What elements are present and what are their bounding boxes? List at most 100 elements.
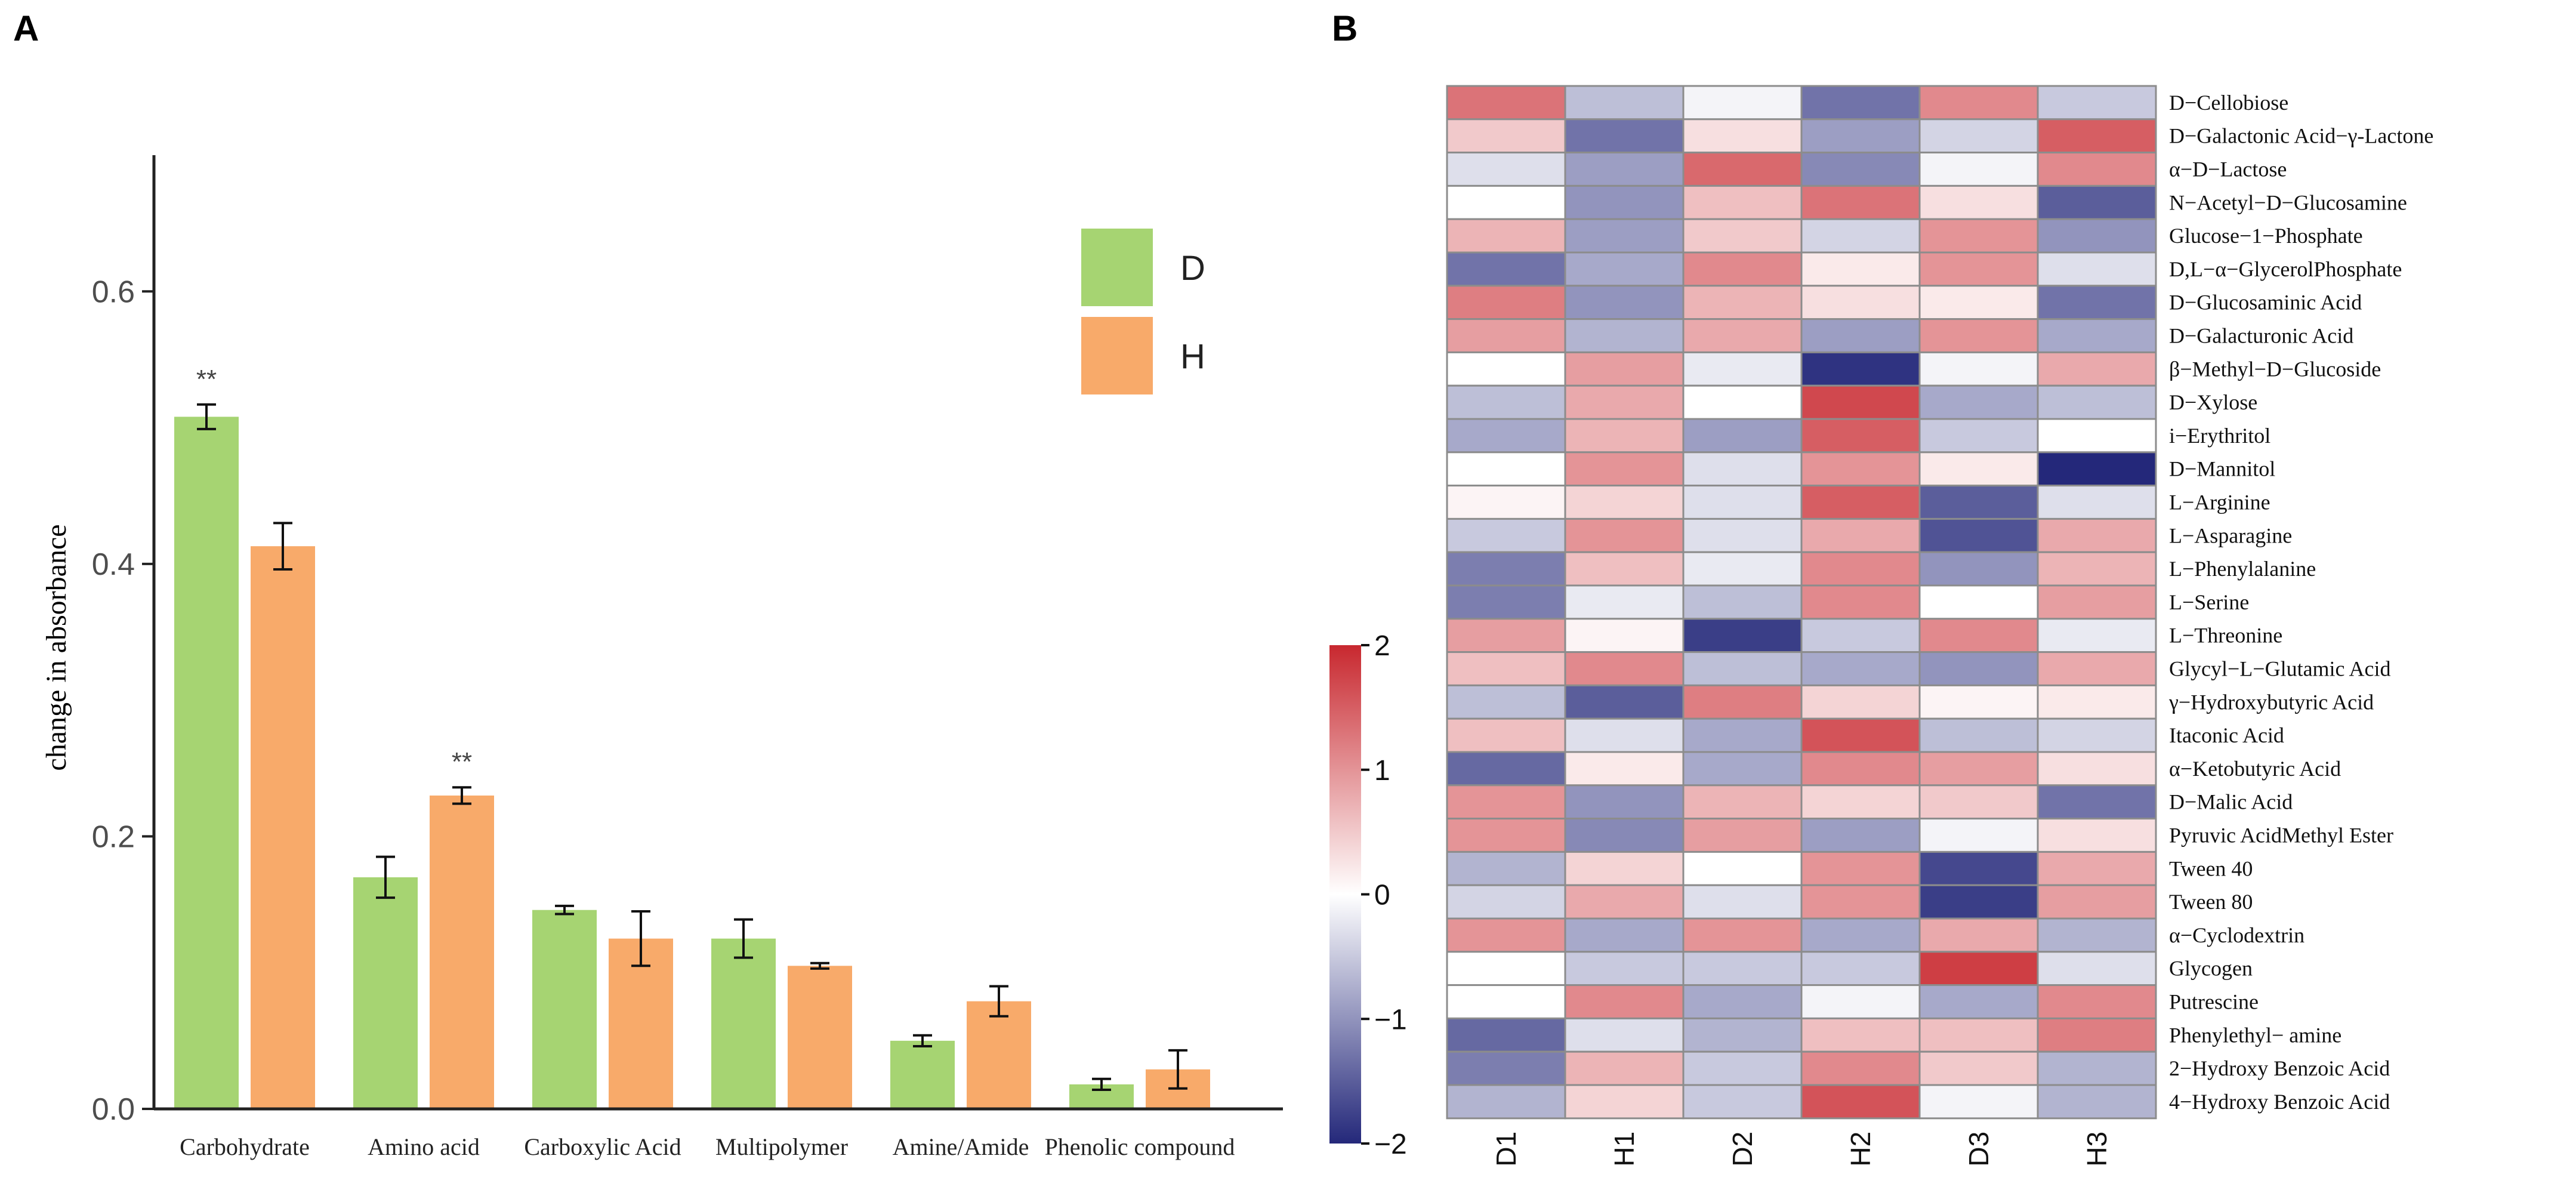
heatmap-cell [1446,651,1566,686]
heatmap-column-label: H1 [1609,1132,1640,1167]
heatmap-row-label: D−Galactonic Acid−γ-Lactone [2169,124,2433,148]
heatmap-cell [1682,684,1803,720]
heatmap-cell [1446,517,1566,553]
heatmap-cell [1564,451,1685,487]
heatmap-cell [1446,584,1566,620]
heatmap-cell [1446,351,1566,387]
heatmap-cell [2037,384,2157,420]
heatmap-cell [1564,951,1685,987]
heatmap-cell [2037,318,2157,353]
heatmap-cell [2037,451,2157,487]
heatmap-cell [1800,784,1921,820]
heatmap-cell [1800,1084,1921,1120]
heatmap-cell [1564,1084,1685,1120]
heatmap-cell [1564,85,1685,121]
heatmap-cell [1800,251,1921,287]
heatmap-cell [1800,584,1921,620]
heatmap-cell [1918,152,2039,187]
heatmap-row-label: α−Ketobutyric Acid [2169,757,2341,781]
heatmap-cell [1564,717,1685,753]
heatmap-row-label: D,L−α−GlycerolPhosphate [2169,257,2402,281]
heatmap-column-label: D2 [1727,1132,1758,1167]
heatmap-cell [1564,251,1685,287]
category-label: Carboxylic Acid [524,1133,681,1160]
heatmap-cell [1800,85,1921,121]
heatmap-cell [1682,1050,1803,1086]
legend-label-H: H [1180,337,1205,376]
heatmap-cell [1446,384,1566,420]
heatmap-cell [1564,1017,1685,1053]
heatmap-cell [1682,618,1803,654]
heatmap-cell [1918,318,2039,353]
heatmap-cell [1800,517,1921,553]
heatmap-cell [1564,984,1685,1019]
heatmap-cell [1564,118,1685,154]
category-label: Carbohydrate [180,1133,310,1160]
heatmap-cell [1564,584,1685,620]
heatmap-cell [1446,451,1566,487]
heatmap-cell [2037,118,2157,154]
heatmap-cell [1446,251,1566,287]
colorbar-ticks: 2 1 0 −1 −2 [1361,630,1407,1160]
y-tick-label: 0.4 [92,547,135,582]
heatmap-row-label: D−Mannitol [2169,457,2275,481]
heatmap-cell [1446,485,1566,520]
heatmap-cell [2037,818,2157,853]
heatmap-cell [2037,1017,2157,1053]
legend-swatch-D [1081,229,1153,306]
heatmap-cell [1800,485,1921,520]
heatmap-row-label: i−Erythritol [2169,424,2270,448]
heatmap-cell [1918,251,2039,287]
heatmap-cell [1800,618,1921,654]
heatmap-cell [1446,218,1566,254]
heatmap-cell [1682,218,1803,254]
category-label: Phenolic compound [1045,1133,1235,1160]
category-labels: Carbohydrate Amino acid Carboxylic Acid Mul… [180,1133,1235,1160]
colorbar [1329,645,1361,1144]
heatmap-cell [1682,984,1803,1019]
heatmap-cell [1682,951,1803,987]
heatmap-cell [1918,485,2039,520]
heatmap-cell [1564,1050,1685,1086]
heatmap-cell [1800,451,1921,487]
heatmap-row-label: 2−Hydroxy Benzoic Acid [2169,1056,2390,1080]
heatmap-cell [2037,951,2157,987]
heatmap-cell [1446,618,1566,654]
heatmap-cell [1446,917,1566,953]
heatmap-row-label: L−Asparagine [2169,523,2292,547]
bar-D-2 [532,910,597,1109]
heatmap-cell [2037,285,2157,320]
heatmap-cell [1446,784,1566,820]
heatmap-row-label: Pyruvic AcidMethyl Ester [2169,824,2393,847]
panel-b-letter: B [1332,8,1358,48]
heatmap-cell [2037,418,2157,454]
heatmap-cell [2037,618,2157,654]
legend: DH [1081,229,1205,394]
heatmap-cell [2037,717,2157,753]
y-axis-ticks: 0.0 0.2 0.4 0.6 [92,275,154,1127]
heatmap-cell [1918,917,2039,953]
heatmap-cell [1446,684,1566,720]
heatmap-cell [1564,285,1685,320]
heatmap-cell [1682,152,1803,187]
heatmap-cell [1800,218,1921,254]
heatmap-cell [1918,118,2039,154]
heatmap-cell [1800,684,1921,720]
heatmap-cell [1918,85,2039,121]
heatmap-cell [1564,384,1685,420]
heatmap-cell [2037,917,2157,953]
error-bars [197,403,1187,1092]
heatmap-cell [1800,651,1921,686]
heatmap-cell [2037,251,2157,287]
heatmap-cell [1800,818,1921,853]
heatmap-cell [1564,218,1685,254]
heatmap-cell [1564,184,1685,220]
heatmap-cell [1446,850,1566,886]
heatmap: D−Cellobiose D−Galactonic Acid−γ-Lactone α… [1329,85,2433,1167]
heatmap-cells [1446,85,2157,1120]
legend-label-D: D [1180,249,1205,288]
heatmap-column-label: D3 [1963,1132,1994,1167]
heatmap-row-label: D−Cellobiose [2169,91,2288,115]
bars [174,417,1210,1109]
